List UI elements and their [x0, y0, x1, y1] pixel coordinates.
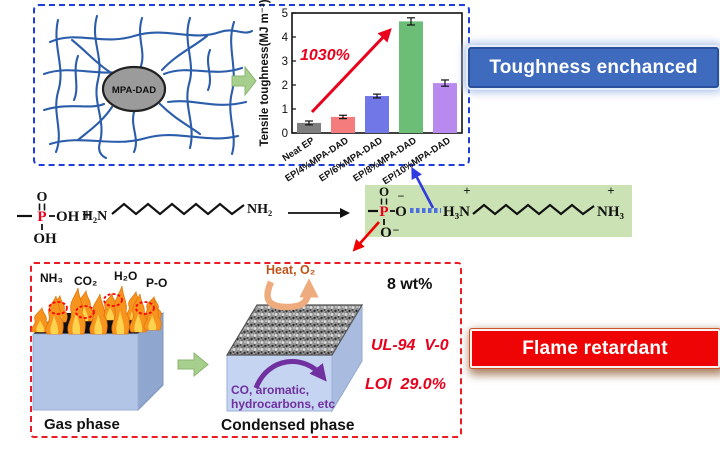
flame-icon [67, 287, 86, 335]
ul94-stat: UL-94 V-0 [371, 337, 449, 354]
diammonium-group: H₃N + NH₃ + [443, 183, 625, 220]
mpa-dad-node [101, 65, 167, 113]
emissions-label: CO, aromatic, hydrocarbons, etc [231, 383, 335, 411]
cube-front-face [32, 333, 139, 411]
alkyl-chain [111, 202, 245, 216]
nh3-charge: + [607, 183, 614, 198]
flame-core [148, 315, 157, 330]
char-cube [225, 303, 364, 413]
flame-core [134, 313, 143, 332]
gas-bubble-circle [135, 301, 155, 315]
nh3-label: NH₃ [597, 204, 625, 220]
y-tick-label: 4 [282, 32, 289, 44]
h3n-label: H₃N [443, 204, 470, 220]
emissions-line1: CO, aromatic, [231, 383, 310, 397]
o-right-label: O [395, 204, 407, 220]
trend-arrow [310, 28, 392, 114]
gas-species-nh3: NH₃ [40, 271, 63, 285]
alkyl-chain [472, 203, 595, 216]
phosphonate-group: O P O − O − [368, 184, 407, 241]
heat-label: Heat, O₂ [266, 263, 316, 277]
phosphonic-acid-structure: O P OH OH [17, 190, 80, 247]
o-right-charge: − [398, 189, 405, 203]
y-tick-label: 1 [282, 104, 288, 116]
bar [331, 116, 355, 133]
flame-core [72, 311, 81, 334]
diamine-structure: H₂N NH₂ [82, 202, 272, 224]
plus-sign: + [82, 205, 92, 224]
toughness-link-arrow [411, 166, 435, 209]
reaction-product-structure: O P O − O − H₃N + NH₃ + [368, 183, 625, 241]
polymer-network-diagram: MPA-DAD [42, 14, 254, 160]
bar [297, 122, 321, 133]
bar [399, 21, 423, 133]
o-top-label: O [379, 184, 389, 199]
flame-icon [143, 298, 162, 331]
flame-core [36, 320, 45, 332]
condensed-phase-caption: Condensed phase [221, 417, 355, 434]
flame-core [94, 314, 103, 334]
loading-stat: 8 wt% [387, 276, 433, 293]
flame-core [50, 315, 59, 334]
gas-bubble-circle [48, 301, 68, 315]
o-bottom-charge: − [393, 223, 400, 237]
oh-right-label: OH [56, 209, 80, 225]
gas-phase-caption: Gas phase [44, 416, 120, 433]
bar [365, 96, 389, 133]
flame-core [116, 310, 125, 334]
mpa-dad-label: MPA-DAD [112, 85, 156, 96]
right-arrow-icon [231, 65, 257, 97]
burning-cube [31, 285, 164, 412]
h2n-label: H₂N [82, 209, 107, 224]
p-atom-label: P [379, 204, 388, 220]
gas-species-po: P-O [146, 276, 168, 290]
flame-retardant-badge-label: Flame retardant [522, 337, 668, 359]
gas-species-co2: CO₂ [74, 274, 98, 288]
oh-bottom-label: OH [33, 231, 57, 247]
y-axis-label: Tensile toughness(MJ m⁻³) [259, 0, 271, 147]
emissions-line2: hydrocarbons, etc [231, 397, 336, 411]
flame-link-arrow [352, 221, 380, 252]
h3n-charge: + [463, 183, 470, 198]
flame-core [106, 307, 115, 320]
gas-species-h2o: H₂O [114, 269, 138, 283]
y-tick-label: 0 [282, 128, 288, 140]
emission-arrow [253, 359, 327, 390]
flame-retardant-badge: Flame retardant [470, 329, 720, 368]
flame-icon [111, 285, 130, 335]
bar [433, 83, 457, 133]
right-arrow-icon [177, 351, 209, 378]
y-tick-label: 3 [282, 56, 288, 68]
o-top-label: O [37, 190, 48, 205]
flame-panel-box [30, 262, 462, 438]
gas-bubble-circles [48, 293, 155, 319]
toughness-badge-label: Toughness enchanced [489, 56, 698, 78]
char-layer-top [225, 304, 364, 356]
y-tick-label: 2 [282, 80, 288, 92]
heat-reflect-arrow [264, 278, 319, 311]
flame-icon [45, 295, 64, 335]
o-bottom-label: O [380, 225, 392, 241]
gas-bubble-circle [103, 293, 123, 307]
reaction-reactants: O P OH OH + H₂N NH₂ [17, 190, 351, 247]
flames [31, 285, 162, 335]
increase-annotation: 1030% [300, 47, 350, 64]
toughness-badge: Toughness enchanced [468, 47, 719, 88]
p-atom-label: P [37, 209, 46, 225]
gas-bubble-circle [75, 305, 95, 319]
nh2-label: NH₂ [247, 202, 272, 217]
loi-stat: LOI 29.0% [365, 376, 446, 393]
flame-icon [89, 293, 108, 335]
y-tick-label: 5 [282, 8, 288, 20]
